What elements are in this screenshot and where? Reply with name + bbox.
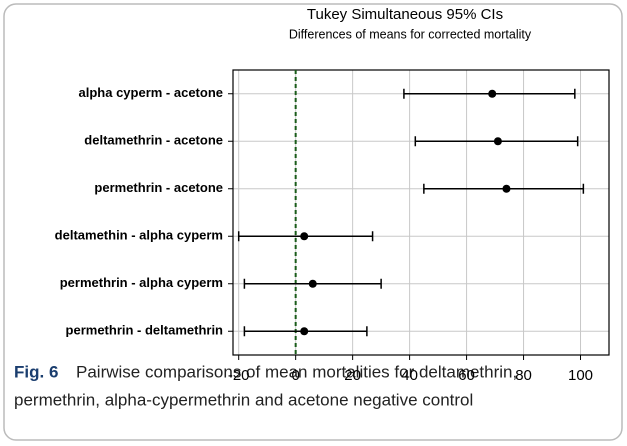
y-tick-label: permethrin - deltamethrin (66, 323, 224, 338)
estimate-point (300, 232, 309, 241)
x-tick-label: -20 (228, 367, 250, 384)
frame (3, 3, 623, 441)
y-tick-label: deltamethin - alpha cyperm (55, 228, 223, 243)
x-tick-label: 20 (344, 367, 361, 384)
caption-label: Fig. 6 (14, 362, 58, 381)
y-tick-label: alpha cyperm - acetone (79, 85, 224, 100)
y-tick-label: deltamethrin - acetone (84, 133, 223, 148)
x-tick-label: 60 (458, 367, 475, 384)
estimate-point (502, 184, 511, 193)
caption-text: permethrin, alpha-cypermethrin and aceto… (14, 390, 473, 409)
x-tick-label: 80 (515, 367, 532, 384)
x-tick-label: 0 (291, 367, 299, 384)
x-tick-label: 40 (401, 367, 418, 384)
estimate-point (493, 137, 502, 146)
y-tick-label: permethrin - alpha cyperm (60, 275, 223, 290)
x-tick-label: 100 (568, 367, 593, 384)
chart-title: Tukey Simultaneous 95% CIs (307, 6, 503, 23)
y-tick-label: permethrin - acetone (94, 180, 223, 195)
estimate-point (300, 327, 309, 336)
chart-subtitle: Differences of means for corrected morta… (289, 27, 532, 41)
estimate-point (488, 89, 497, 98)
plot-area (232, 69, 610, 356)
estimate-point (308, 279, 317, 288)
caption-text: Pairwise comparisons of mean mortalities… (76, 362, 517, 381)
